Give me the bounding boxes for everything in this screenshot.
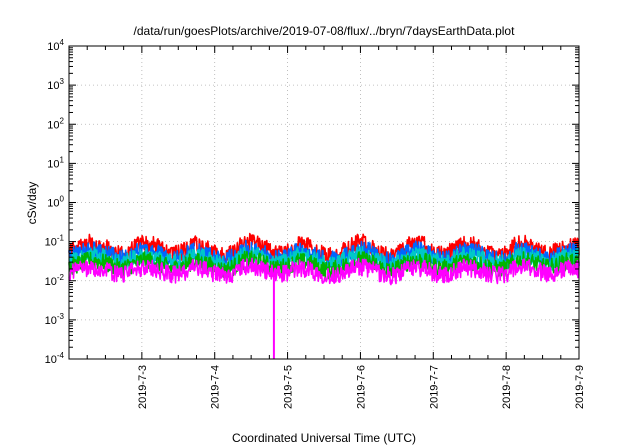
y-tick-base: 10 <box>45 354 57 366</box>
y-tick-exponent: 0 <box>60 195 65 204</box>
y-tick-label: 10-1 <box>45 234 65 249</box>
y-tick-exponent: 4 <box>60 38 65 47</box>
x-tick-label: 2019-7-9 <box>574 365 586 409</box>
y-tick-label: 103 <box>47 77 64 92</box>
y-tick-exponent: 1 <box>60 155 65 164</box>
y-tick-label: 10-4 <box>45 351 65 366</box>
x-tick-label: 2019-7-8 <box>501 365 513 409</box>
series-line-5 <box>68 257 580 286</box>
y-tick-label: 10-3 <box>45 312 65 327</box>
y-tick-base: 10 <box>47 80 59 92</box>
y-tick-label: 104 <box>47 38 64 53</box>
y-tick-base: 10 <box>47 41 59 53</box>
chart-title: /data/run/goesPlots/archive/2019-07-08/f… <box>134 24 516 38</box>
y-tick-exponent: 3 <box>60 77 65 86</box>
y-tick-exponent: -2 <box>57 273 65 282</box>
y-tick-base: 10 <box>47 119 59 131</box>
x-tick-label: 2019-7-4 <box>210 365 222 409</box>
y-tick-base: 10 <box>47 158 59 170</box>
x-tick-label: 2019-7-3 <box>137 365 149 409</box>
series-layer <box>68 232 580 359</box>
y-tick-label: 100 <box>47 195 64 210</box>
y-tick-base: 10 <box>47 198 59 210</box>
y-tick-label: 102 <box>47 116 64 131</box>
y-tick-base: 10 <box>45 276 57 288</box>
y-tick-base: 10 <box>45 315 57 327</box>
y-tick-label: 101 <box>47 155 64 170</box>
x-axis-label: Coordinated Universal Time (UTC) <box>232 431 416 445</box>
y-tick-label: 10-2 <box>45 273 65 288</box>
y-tick-exponent: -1 <box>57 234 65 243</box>
y-tick-exponent: 2 <box>60 116 65 125</box>
y-axis-label: cSv/day <box>25 182 39 225</box>
x-axis: 2019-7-3 2019-7-4 2019-7-5 2019-7-6 2019-7-7… <box>86 46 586 409</box>
y-tick-exponent: -3 <box>57 312 65 321</box>
y-tick-base: 10 <box>45 237 57 249</box>
x-tick-label: 2019-7-7 <box>428 365 440 409</box>
x-tick-label: 2019-7-6 <box>355 365 367 409</box>
x-tick-label: 2019-7-5 <box>283 365 295 409</box>
grid <box>69 46 579 359</box>
y-tick-exponent: -4 <box>57 351 65 360</box>
